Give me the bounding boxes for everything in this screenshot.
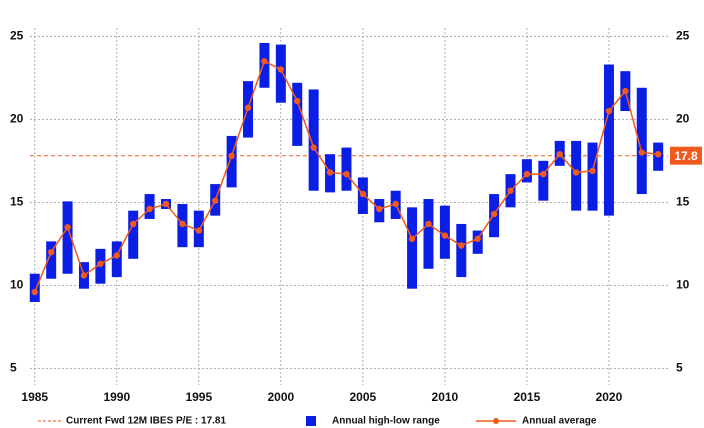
x-tick-label: 1995 (185, 390, 212, 404)
average-point (359, 190, 367, 198)
average-point (572, 169, 580, 176)
range-bar (341, 147, 352, 191)
x-tick-label: 1990 (103, 390, 130, 404)
reference-label: 17.8 (674, 149, 698, 163)
average-point (31, 288, 38, 296)
average-point (490, 210, 498, 218)
legend-swatch (306, 416, 316, 426)
average-point (458, 242, 465, 249)
average-point (654, 150, 662, 158)
range-bar (128, 210, 139, 259)
average-point (638, 149, 645, 156)
average-point (146, 205, 153, 213)
average-point (179, 220, 186, 228)
y-tick-label: 15 (10, 195, 24, 209)
average-point (228, 152, 235, 160)
y2-tick-label: 20 (676, 111, 690, 125)
range-bar (423, 199, 434, 269)
legend-label: Current Fwd 12M IBES P/E : 17.81 (66, 416, 226, 427)
average-point (277, 66, 285, 73)
range-bar (111, 241, 122, 278)
average-point (589, 167, 596, 174)
range-bar (259, 42, 270, 88)
average-point (97, 260, 104, 267)
x-tick-label: 2020 (596, 390, 623, 404)
x-tick-label: 1985 (21, 390, 48, 404)
range-bar (46, 241, 57, 279)
y-tick-label: 20 (10, 111, 24, 125)
range-bar (636, 87, 647, 195)
y2-tick-label: 10 (676, 278, 690, 292)
y2-tick-label: 5 (676, 361, 683, 375)
range-bar (62, 201, 73, 274)
range-bar (571, 140, 582, 211)
average-point (425, 220, 432, 228)
average-point (326, 169, 334, 176)
x-tick-label: 2010 (432, 390, 459, 404)
average-point (408, 235, 416, 243)
average-point (343, 170, 350, 178)
average-point (113, 252, 120, 259)
range-bar (292, 82, 303, 146)
range-bar (456, 223, 467, 278)
average-point (474, 235, 481, 243)
range-bar (603, 64, 614, 216)
range-bar (521, 159, 532, 183)
average-point (605, 107, 613, 115)
range-bar (308, 89, 319, 191)
average-point (212, 197, 219, 204)
y-tick-label: 25 (10, 28, 24, 42)
range-bar (275, 44, 286, 103)
average-point (129, 220, 137, 228)
range-bar (439, 205, 450, 259)
average-point (507, 187, 514, 194)
y2-tick-label: 15 (676, 195, 690, 209)
average-point (441, 232, 449, 239)
x-tick-label: 2005 (350, 390, 377, 404)
average-point (195, 227, 203, 234)
average-point (523, 170, 531, 178)
y-tick-label: 5 (10, 361, 17, 375)
legend-swatch (493, 418, 499, 424)
range-bar (226, 135, 237, 188)
x-tick-label: 2000 (267, 390, 294, 404)
range-bar (587, 142, 598, 211)
average-point (47, 248, 55, 256)
range-bar (29, 273, 40, 302)
average-point (556, 150, 563, 158)
reference-label-box (670, 146, 702, 165)
average-point (162, 200, 170, 208)
range-bar (407, 207, 418, 289)
average-point (294, 97, 301, 105)
average-point (540, 170, 547, 178)
average-point (310, 144, 317, 151)
y2-tick-label: 25 (676, 28, 690, 42)
average-point (80, 272, 88, 279)
legend-label: Annual high-low range (332, 416, 440, 427)
average-point (622, 87, 629, 95)
average-point (392, 200, 399, 208)
average-point (261, 58, 268, 65)
range-bar (538, 160, 549, 201)
x-tick-label: 2015 (514, 390, 541, 404)
y-tick-label: 10 (10, 278, 24, 292)
average-point (244, 104, 252, 111)
average-point (376, 205, 383, 213)
legend-label: Annual average (522, 416, 597, 427)
average-point (64, 224, 71, 231)
range-bar (472, 230, 483, 254)
